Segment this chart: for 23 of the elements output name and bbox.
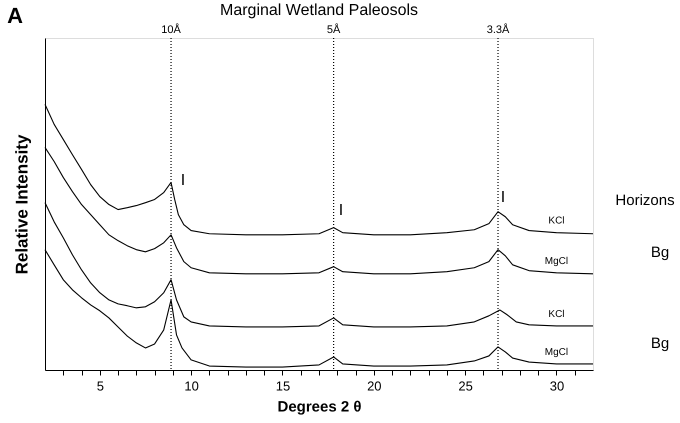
ref-line-label: 10Å: [161, 23, 182, 36]
x-tick-label: 15: [276, 378, 290, 394]
text: Bg: [650, 244, 670, 261]
x-tick-label: 25: [458, 378, 473, 394]
y-axis-title: Relative Intensity: [12, 134, 32, 274]
x-tick-label: 20: [367, 378, 382, 394]
text: Bg: [650, 335, 670, 352]
x-tick-label: 5: [96, 378, 104, 394]
text: Horizons: [615, 192, 675, 209]
ref-line-label: 5Å: [326, 23, 341, 36]
chart-title: Marginal Wetland Paleosols: [220, 2, 418, 19]
series-label: MgCl: [544, 346, 568, 358]
x-axis-title: Degrees 2 θ: [278, 398, 362, 416]
annotation: I: [180, 172, 186, 189]
annotation: I: [338, 202, 344, 219]
ref-line-label: 3.3Å: [486, 23, 510, 36]
series-label: KCl: [548, 308, 565, 320]
series-label: MgCl: [544, 256, 568, 267]
annotation: I: [500, 189, 506, 206]
text: A: [7, 3, 24, 28]
x-tick-label: 10: [184, 378, 199, 394]
series-label: KCl: [548, 216, 565, 227]
x-tick-label: 30: [550, 378, 564, 394]
